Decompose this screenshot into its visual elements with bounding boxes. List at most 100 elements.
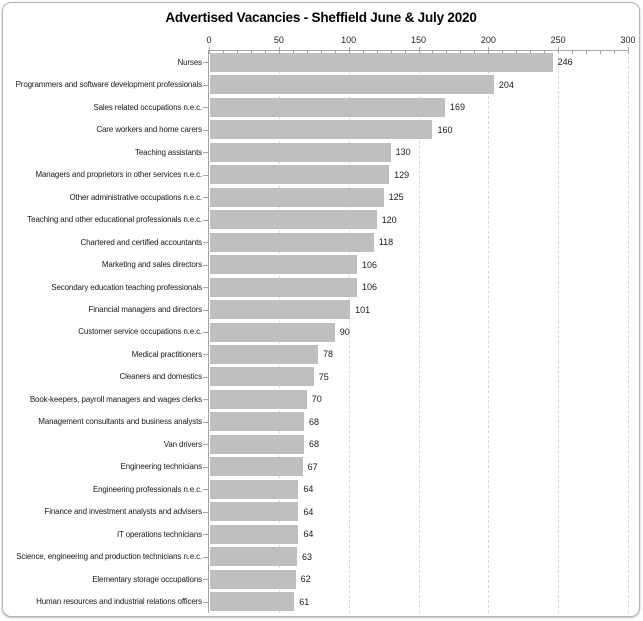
x-axis-major-tick [558, 47, 560, 54]
category-label: Elementary storage occupations [92, 574, 202, 584]
x-axis-tick-label: 150 [410, 35, 427, 45]
category-axis-line [208, 50, 209, 613]
x-axis-minor-tick [432, 50, 434, 54]
bar [210, 412, 304, 432]
value-label: 68 [308, 439, 319, 450]
gridline [628, 51, 629, 613]
category-label: Sales related occupations n.e.c. [93, 102, 202, 112]
gridline [348, 51, 350, 613]
bar [210, 434, 304, 454]
category-label: Nurses [177, 57, 203, 67]
category-tick [203, 287, 208, 289]
bar [210, 592, 295, 612]
category-label: Care workers and home carers [96, 125, 202, 135]
category-tick [203, 219, 208, 221]
bar [210, 524, 299, 544]
value-label: 118 [378, 237, 394, 248]
x-axis-minor-tick [306, 50, 308, 54]
value-label: 63 [301, 551, 312, 562]
category-label: Teaching assistants [135, 147, 202, 157]
x-axis-major-tick [209, 47, 210, 54]
value-label: 169 [450, 102, 466, 113]
category-label: Van drivers [163, 439, 202, 449]
x-axis-tick-label: 0 [206, 35, 212, 45]
bar [210, 165, 390, 185]
bar [210, 120, 433, 140]
category-label: Medical practitioners [131, 349, 202, 359]
category-tick [203, 579, 208, 581]
category-label: Chartered and certified accountants [80, 237, 203, 247]
category-tick [203, 421, 208, 423]
value-label: 120 [381, 214, 397, 225]
x-axis-minor-tick [516, 50, 518, 54]
value-label: 75 [318, 371, 329, 382]
x-axis-minor-tick [404, 50, 406, 54]
category-tick [203, 489, 208, 491]
x-axis-minor-tick [586, 50, 588, 54]
x-axis-minor-tick [320, 50, 322, 54]
x-axis-tick-label: 50 [273, 35, 284, 45]
bar [210, 569, 296, 589]
value-label: 106 [362, 282, 378, 293]
value-label: 125 [388, 192, 404, 203]
bar [210, 52, 553, 72]
bar [210, 97, 446, 117]
x-axis-minor-tick [502, 50, 504, 54]
category-tick [203, 466, 208, 468]
category-tick [203, 376, 208, 378]
bar [210, 457, 303, 477]
x-axis-minor-tick [236, 50, 238, 54]
category-tick [203, 332, 208, 333]
bar [210, 300, 351, 320]
value-label: 90 [339, 326, 350, 337]
category-label: Management consultants and business anal… [38, 417, 202, 427]
bar [210, 547, 297, 567]
category-label: Programmers and software development pro… [15, 80, 203, 90]
x-axis-major-tick [488, 47, 490, 54]
x-axis-tick-label: 250 [550, 35, 566, 45]
x-axis-tick-label: 100 [341, 35, 357, 45]
bar [210, 502, 299, 522]
x-axis-major-tick [278, 47, 280, 54]
x-axis-minor-tick [544, 50, 546, 54]
value-label: 106 [362, 259, 378, 270]
x-axis-minor-tick [614, 50, 616, 54]
bar [210, 322, 335, 342]
x-axis-major-tick [418, 47, 420, 54]
category-label: Managers and proprietors in other servic… [35, 170, 202, 180]
x-axis-minor-tick [264, 50, 266, 54]
bar [210, 389, 307, 409]
category-label: Secondary education teaching professiona… [51, 282, 202, 292]
category-tick [203, 444, 208, 446]
x-axis-minor-tick [446, 50, 448, 54]
category-tick [203, 556, 208, 558]
value-label: 64 [303, 484, 314, 495]
category-tick [203, 197, 208, 199]
x-axis-tick-label: 300 [620, 35, 636, 45]
bar [210, 142, 391, 162]
x-axis-minor-tick [222, 50, 224, 54]
value-label: 78 [322, 349, 333, 360]
value-label: 64 [303, 506, 314, 517]
category-label: Financial managers and directors [88, 305, 203, 314]
gridline [488, 51, 490, 613]
x-axis-minor-tick [460, 50, 462, 54]
category-label: Other administrative occupations n.e.c. [69, 192, 203, 202]
chart-title: Advertised Vacancies - Sheffield June & … [165, 10, 477, 25]
category-tick [203, 242, 208, 244]
x-axis-minor-tick [334, 50, 336, 54]
x-axis-minor-tick [572, 50, 574, 54]
value-label: 61 [299, 596, 310, 607]
category-label: Teaching and other educational professio… [27, 215, 202, 225]
x-axis-minor-tick [292, 50, 294, 54]
value-label: 101 [355, 304, 371, 315]
x-axis-major-tick [628, 47, 629, 54]
value-label: 160 [437, 124, 453, 135]
bar [210, 187, 384, 207]
value-label: 67 [307, 461, 318, 472]
category-tick [203, 399, 208, 401]
bar [210, 479, 299, 499]
bar [210, 277, 358, 297]
category-label: Cleaners and domestics [119, 372, 202, 382]
category-label: Human resources and industrial relations… [36, 597, 202, 607]
